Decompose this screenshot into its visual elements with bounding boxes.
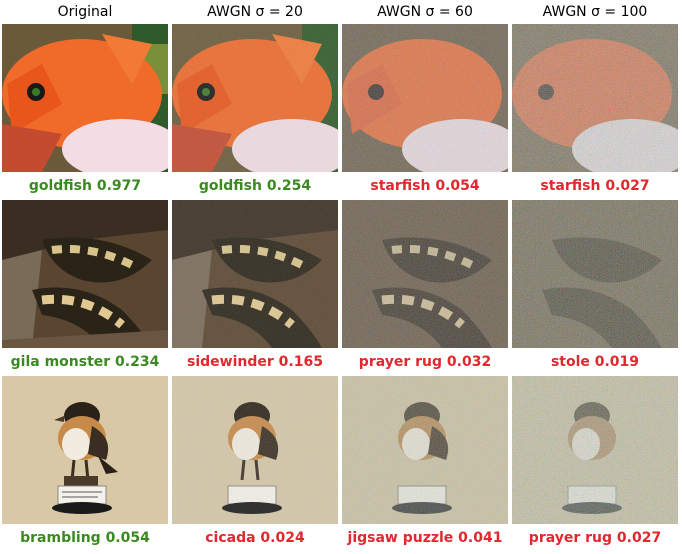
goldfish-image-awgn-100 bbox=[512, 24, 678, 172]
prediction-label: starfish 0.027 bbox=[540, 178, 650, 194]
gila-monster-image-awgn-20 bbox=[172, 200, 338, 348]
prediction-label: prayer rug 0.032 bbox=[358, 354, 492, 370]
brambling-image-awgn-100 bbox=[512, 376, 678, 524]
prediction-label: brambling 0.054 bbox=[20, 530, 150, 546]
prediction-label: goldfish 0.977 bbox=[28, 178, 142, 194]
column-title-awgn-100: AWGN σ = 100 bbox=[542, 4, 648, 20]
gila-monster-image-awgn-100 bbox=[512, 200, 678, 348]
prediction-label: goldfish 0.254 bbox=[198, 178, 312, 194]
prediction-label: jigsaw puzzle 0.041 bbox=[347, 530, 503, 546]
brambling-image-awgn-60 bbox=[342, 376, 508, 524]
goldfish-image-awgn-20 bbox=[172, 24, 338, 172]
prediction-label: stole 0.019 bbox=[550, 354, 640, 370]
prediction-label: cicada 0.024 bbox=[205, 530, 305, 546]
brambling-image-original bbox=[2, 376, 168, 524]
prediction-label: gila monster 0.234 bbox=[10, 354, 160, 370]
goldfish-image-original bbox=[2, 24, 168, 172]
prediction-label: sidewinder 0.165 bbox=[187, 354, 323, 370]
gila-monster-image-awgn-60 bbox=[342, 200, 508, 348]
goldfish-image-awgn-60 bbox=[342, 24, 508, 172]
column-title-original: Original bbox=[57, 4, 113, 20]
column-title-awgn-60: AWGN σ = 60 bbox=[377, 4, 473, 20]
gila-monster-image-original bbox=[2, 200, 168, 348]
brambling-image-awgn-20 bbox=[172, 376, 338, 524]
prediction-label: starfish 0.054 bbox=[370, 178, 480, 194]
column-title-awgn-20: AWGN σ = 20 bbox=[207, 4, 303, 20]
prediction-label: prayer rug 0.027 bbox=[528, 530, 662, 546]
column-headers: Original AWGN σ = 20 AWGN σ = 60 AWGN σ … bbox=[0, 0, 682, 24]
